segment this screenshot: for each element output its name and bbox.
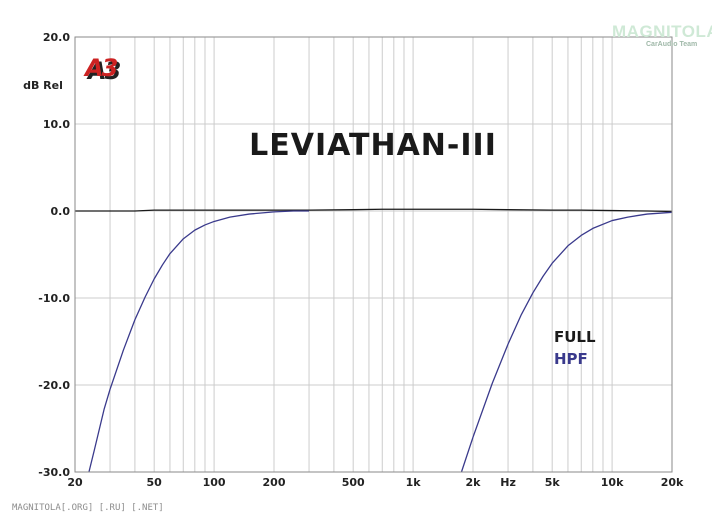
plot-area [75,37,672,472]
x-tick-labels: 20 50 100 200 500 1k 2k 5k 10k 20k [67,476,684,489]
x-tick-label: 2k [466,476,482,489]
y-tick-label: 10.0 [43,118,70,131]
x-tick-label: 5k [545,476,561,489]
footer-site-text: MAGNITOLA[.ORG] [.RU] [.NET] [12,503,164,513]
x-tick-label: 10k [601,476,624,489]
legend-entry-full: FULL [554,328,596,346]
x-tick-label: 500 [342,476,365,489]
watermark-sub-text: CarAudio Team [646,41,697,48]
x-tick-label: 100 [203,476,226,489]
x-tick-label: 50 [147,476,163,489]
x-tick-label: 1k [406,476,422,489]
x-tick-label: 20k [661,476,684,489]
y-tick-label: -30.0 [38,466,70,479]
y-axis-label: dB Rel [23,79,63,92]
x-tick-label: 200 [263,476,286,489]
y-tick-label: 20.0 [43,31,70,44]
plot-border [74,36,673,473]
legend-entry-hpf: HPF [554,350,588,368]
y-tick-labels: 20.0 10.0 0.0 -10.0 -20.0 -30.0 [38,31,70,479]
series-line-full [75,208,673,213]
y-tick-label: -20.0 [38,379,70,392]
y-tick-label: 0.0 [51,205,71,218]
magnitola-watermark-logo: MAGNITOLA CarAudio Team [612,22,712,48]
grid [75,37,672,472]
x-tick-label: 20 [67,476,83,489]
series [75,208,673,473]
x-axis-unit-label: Hz [500,476,516,489]
series-line-hpf [460,211,673,473]
a3-badge-logo: A3 A3 [83,54,123,85]
chart-title: LEVIATHAN-III [249,128,497,163]
a3-badge-shadow: A3 [86,57,121,85]
legend: FULL HPF [554,328,596,368]
series-line-hpf [88,210,310,473]
y-tick-label: -10.0 [38,292,70,305]
a3-badge-text: A3 [83,54,118,82]
watermark-main-text: MAGNITOLA [612,22,712,41]
